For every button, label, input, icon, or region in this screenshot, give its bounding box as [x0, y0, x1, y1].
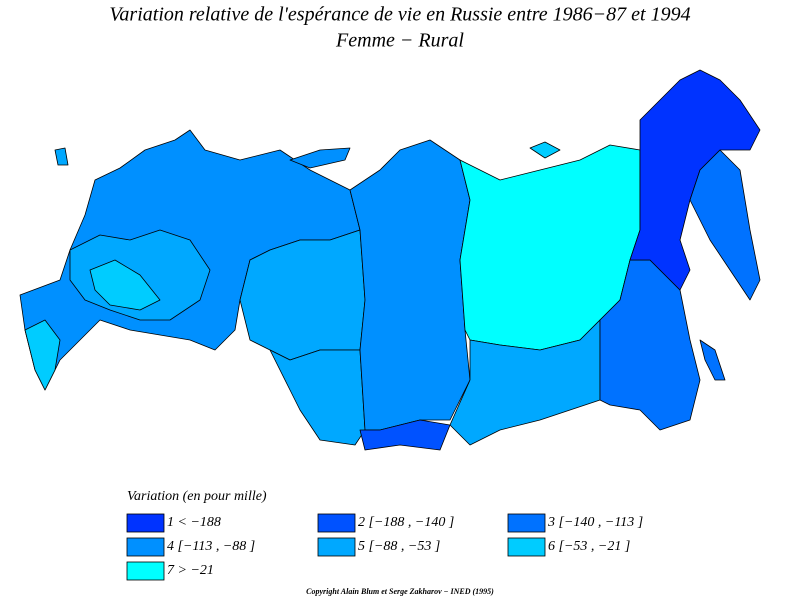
russia-map — [19, 69, 761, 451]
legend-label: 4 [−113 , −88 ] — [167, 539, 255, 554]
map-region — [89, 259, 161, 311]
map-region — [359, 419, 451, 451]
legend-swatch — [507, 537, 546, 557]
map-region — [449, 319, 601, 446]
map-region — [349, 139, 471, 431]
map-region — [699, 339, 726, 381]
map-region — [24, 319, 61, 391]
legend-swatch — [126, 561, 165, 581]
map-region — [689, 149, 761, 301]
copyright: Copyright Alain Blum et Serge Zakharov −… — [306, 587, 494, 596]
map-region — [54, 147, 69, 166]
map-region — [269, 349, 366, 446]
legend-title: Variation (en pour mille) — [127, 489, 267, 504]
title-line: Variation relative de l'espérance de vie… — [109, 4, 690, 26]
legend-label: 7 > −21 — [167, 563, 214, 578]
legend-label: 6 [−53 , −21 ] — [548, 539, 630, 554]
subtitle-line: Femme − Rural — [335, 30, 464, 52]
legend-swatch — [126, 537, 165, 557]
legend: 1 < −188 2 [−188 , −140 ] 3 [−140 , −113 ]… — [126, 513, 643, 581]
legend-label: 1 < −188 — [167, 515, 221, 530]
legend-swatch — [317, 513, 356, 533]
legend-label: 3 [−140 , −113 ] — [547, 515, 643, 530]
map-region — [529, 141, 561, 159]
map-region — [289, 147, 351, 169]
legend-label: 2 [−188 , −140 ] — [358, 515, 454, 530]
legend-swatch — [317, 537, 356, 557]
legend-label: 5 [−88 , −53 ] — [358, 539, 440, 554]
legend-swatch — [507, 513, 546, 533]
legend-swatch — [126, 513, 165, 533]
